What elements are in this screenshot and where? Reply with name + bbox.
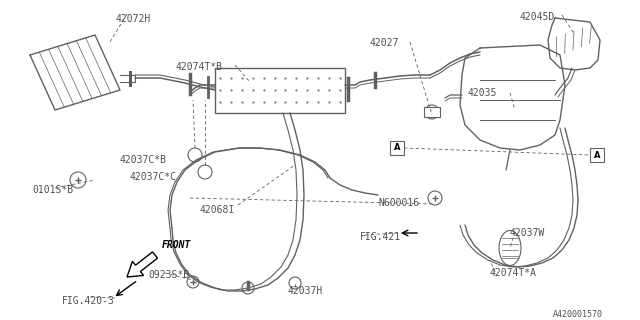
Text: N600016: N600016 [378,198,419,208]
Bar [390,141,404,155]
Text: 42035: 42035 [468,88,497,98]
Text: 0923S*B: 0923S*B [148,270,189,280]
Text: 42074T*A: 42074T*A [490,268,537,278]
Bar [215,68,345,113]
Text: 0101S*B: 0101S*B [32,185,73,195]
Ellipse shape [499,230,521,266]
Bar [424,107,440,117]
Text: FRONT: FRONT [162,240,191,250]
Text: A: A [594,150,600,159]
Text: 42037C*C: 42037C*C [130,172,177,182]
Bar [590,148,604,162]
Text: 42068I: 42068I [200,205,236,215]
Text: 42072H: 42072H [115,14,150,24]
Text: 42074T*B: 42074T*B [175,62,222,72]
FancyArrow shape [127,252,157,277]
Text: FIG.421: FIG.421 [360,232,401,242]
Text: 42037W: 42037W [510,228,545,238]
Text: FIG.420-3: FIG.420-3 [62,296,115,306]
Text: 42027: 42027 [370,38,399,48]
Text: A: A [394,143,400,153]
Text: A420001570: A420001570 [553,310,603,319]
Text: 42045D: 42045D [520,12,556,22]
Text: 42037C*B: 42037C*B [120,155,167,165]
Text: 42037H: 42037H [288,286,323,296]
